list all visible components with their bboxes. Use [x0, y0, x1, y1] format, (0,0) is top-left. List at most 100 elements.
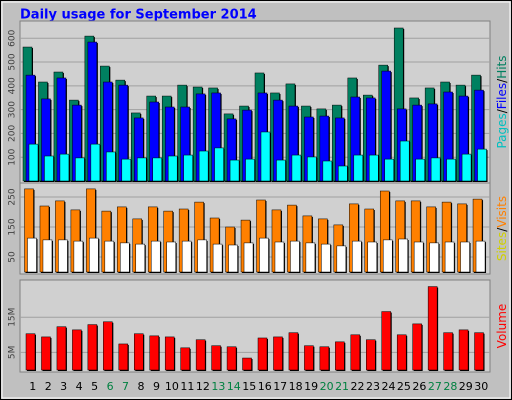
x-tick-label: 6 — [107, 380, 114, 393]
bar — [180, 347, 190, 371]
bar — [352, 240, 362, 273]
chart-title: Daily usage for September 2014 — [20, 8, 257, 23]
plot-area — [19, 279, 491, 373]
bar — [135, 243, 146, 273]
x-tick-label: 10 — [165, 380, 179, 393]
bar — [228, 244, 238, 273]
bar — [382, 239, 393, 273]
x-tick-label: 9 — [153, 380, 160, 393]
x-tick-label: 18 — [289, 380, 303, 393]
bar — [304, 345, 314, 371]
x-tick-label: 23 — [366, 380, 380, 393]
bar — [72, 329, 82, 371]
bar — [149, 335, 159, 371]
legend-entry: Volume — [495, 304, 509, 349]
bar — [44, 155, 54, 182]
bar — [120, 242, 130, 273]
legend-entry: Pages — [495, 113, 509, 148]
bar — [198, 150, 209, 182]
legend-entry: Sites — [495, 232, 509, 261]
x-tick-label: 19 — [304, 380, 318, 393]
y-tick-label: 600 — [8, 29, 18, 46]
bar — [443, 332, 453, 371]
bar — [106, 151, 116, 182]
y-tick-label: 250 — [8, 188, 18, 205]
bar — [212, 243, 223, 273]
bar — [75, 157, 85, 182]
bar — [335, 341, 345, 371]
bar — [446, 158, 456, 182]
legend-entry: Hits — [495, 55, 509, 78]
y-tick-label: 100 — [8, 148, 18, 165]
x-tick-label: 29 — [459, 380, 473, 393]
bar — [307, 156, 317, 182]
legend-entry: Files — [495, 83, 509, 109]
legend-separator: / — [495, 78, 509, 83]
bar — [183, 154, 193, 182]
x-tick-label: 8 — [138, 380, 145, 393]
bar — [398, 238, 408, 273]
bar — [104, 240, 115, 273]
bar — [322, 160, 333, 182]
x-tick-label: 26 — [412, 380, 426, 393]
x-tick-label: 14 — [227, 380, 241, 393]
x-tick-label: 12 — [196, 380, 210, 393]
bar — [58, 239, 68, 273]
bar — [150, 240, 161, 273]
x-tick-label: 30 — [474, 380, 488, 393]
x-tick-label: 16 — [258, 380, 272, 393]
bar — [243, 242, 254, 273]
bar — [134, 333, 144, 371]
legend-separator: / — [495, 108, 509, 113]
bar — [257, 337, 268, 371]
x-tick-label: 21 — [335, 380, 349, 393]
legend-separator: / — [495, 227, 509, 232]
y-tick-label: 150 — [8, 218, 18, 235]
bar — [197, 239, 207, 273]
bar — [474, 332, 484, 371]
bar — [350, 334, 361, 371]
x-tick-label: 27 — [428, 380, 442, 393]
bar — [367, 241, 378, 273]
bar — [427, 286, 438, 371]
bar — [259, 237, 269, 273]
x-tick-label: 28 — [443, 380, 457, 393]
bar — [461, 153, 472, 182]
y-tick-label: 15M — [8, 308, 18, 327]
bar — [229, 159, 240, 182]
bar — [211, 345, 221, 371]
bar — [353, 154, 364, 182]
bar — [152, 157, 162, 182]
bar — [475, 240, 486, 273]
bar — [366, 339, 376, 371]
x-tick-label: 25 — [397, 380, 411, 393]
bar — [103, 321, 113, 371]
bar — [458, 329, 469, 371]
y-tick-label: 5M — [8, 346, 18, 360]
x-tick-label: 15 — [242, 380, 256, 393]
bar — [42, 239, 53, 273]
bar — [118, 343, 129, 371]
bar — [336, 245, 347, 273]
x-tick-label: 17 — [273, 380, 287, 393]
bar — [413, 241, 424, 273]
x-tick-label: 1 — [29, 380, 36, 393]
bar — [90, 143, 101, 182]
x-tick-label: 22 — [351, 380, 365, 393]
y-tick-label: 300 — [8, 101, 18, 118]
bar — [460, 241, 470, 273]
bar — [226, 346, 237, 371]
bar — [290, 240, 300, 273]
x-tick-label: 11 — [180, 380, 194, 393]
legend-entry: Visits — [495, 196, 509, 228]
y-tick-label: 500 — [8, 53, 18, 70]
bar — [242, 357, 252, 371]
bar — [381, 311, 391, 371]
bar — [195, 339, 206, 371]
x-tick-label: 3 — [60, 380, 67, 393]
bar — [27, 237, 37, 273]
x-tick-label: 20 — [320, 380, 334, 393]
x-tick-label: 13 — [211, 380, 225, 393]
